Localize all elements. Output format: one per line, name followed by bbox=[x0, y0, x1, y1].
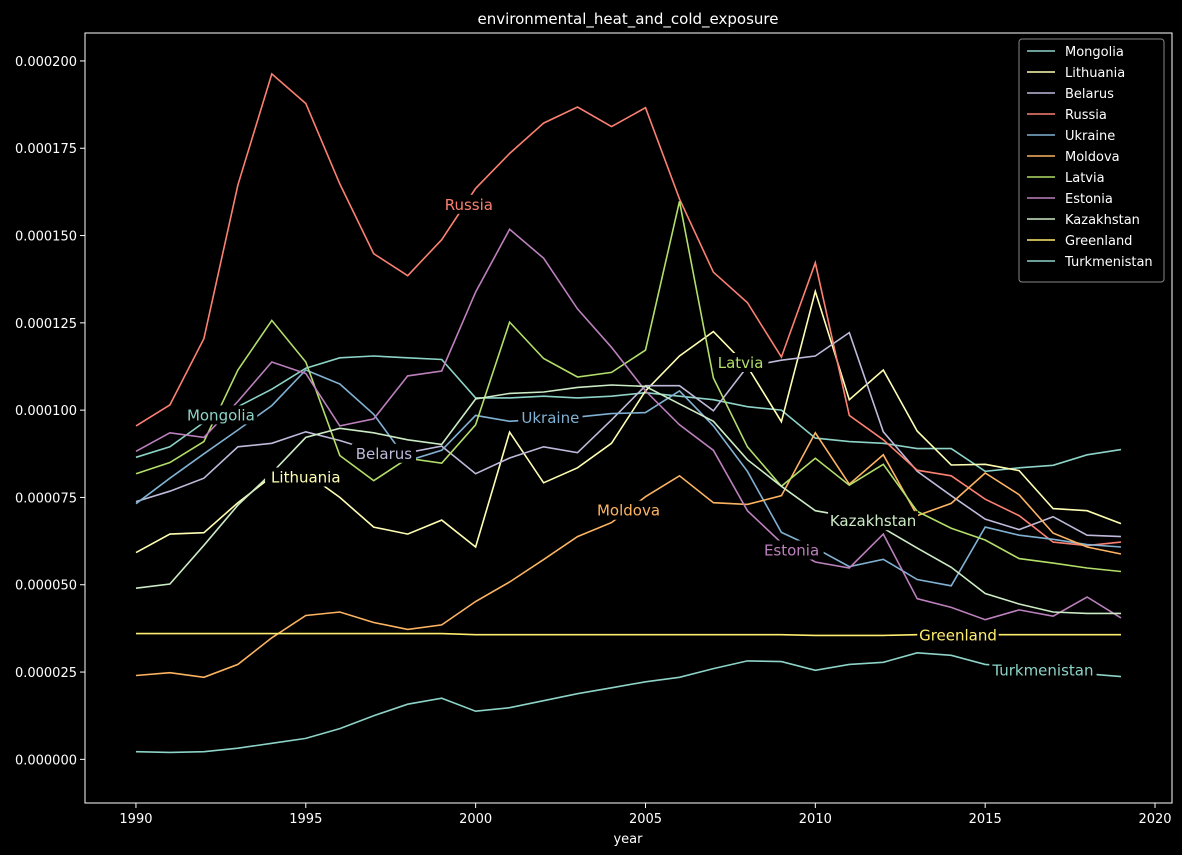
inline-label-bg-latvia bbox=[712, 353, 769, 372]
inline-label-bg-moldova bbox=[596, 500, 661, 520]
inline-label-lithuania: Lithuania bbox=[271, 469, 340, 487]
plot-frame bbox=[84, 32, 1173, 804]
legend-entry-greenland: Greenland bbox=[1065, 234, 1132, 249]
x-axis-title: year bbox=[613, 832, 643, 847]
y-tick-label: 0.000125 bbox=[15, 317, 77, 332]
y-tick-label: 0.000200 bbox=[15, 55, 77, 70]
legend-entry-ukraine: Ukraine bbox=[1065, 129, 1115, 144]
legend-entry-estonia: Estonia bbox=[1065, 192, 1113, 207]
legend: Mongolia Lithuania Belarus Russia Ukraine Mol… bbox=[1018, 38, 1165, 283]
x-tick-label: 1995 bbox=[289, 812, 322, 827]
x-tick-label: 2005 bbox=[629, 812, 662, 827]
x-tick-label: 1990 bbox=[119, 812, 152, 827]
y-tick-label: 0.000175 bbox=[15, 142, 77, 157]
inline-label-bg-ukraine bbox=[518, 408, 583, 428]
legend-box bbox=[1018, 38, 1165, 283]
x-tick-label: 2010 bbox=[799, 812, 832, 827]
legend-entry-moldova: Moldova bbox=[1065, 150, 1120, 165]
inline-label-latvia: Latvia bbox=[718, 354, 764, 372]
inline-labels: Mongolia Lithuania Belarus Russia Ukraine Mol… bbox=[184, 194, 1097, 680]
inline-label-bg-lithuania bbox=[265, 467, 347, 487]
legend-entry-russia: Russia bbox=[1065, 108, 1107, 123]
legend-entry-latvia: Latvia bbox=[1065, 171, 1105, 186]
chart-title: environmental_heat_and_cold_exposure bbox=[478, 10, 779, 29]
y-tick-label: 0.000150 bbox=[15, 230, 77, 245]
series-line-turkmenistan bbox=[135, 651, 1122, 754]
series-line-ukraine bbox=[135, 369, 1122, 587]
y-axis: 0.000000 0.000025 0.000050 0.000075 0.000100… bbox=[15, 55, 85, 768]
x-tick-label: 2000 bbox=[459, 812, 492, 827]
inline-label-bg-russia bbox=[441, 194, 497, 214]
y-tick-label: 0.000025 bbox=[15, 666, 77, 681]
inline-label-moldova: Moldova bbox=[597, 502, 660, 520]
legend-entry-turkmenistan: Turkmenistan bbox=[1064, 255, 1153, 270]
inline-label-mongolia: Mongolia bbox=[187, 406, 255, 424]
series-line-kazakhstan bbox=[135, 384, 1121, 615]
x-tick-label: 2020 bbox=[1138, 812, 1171, 827]
inline-label-bg-turkmenistan bbox=[989, 660, 1097, 680]
series-line-belarus bbox=[135, 331, 1122, 538]
series-line-latvia bbox=[135, 201, 1122, 573]
inline-label-greenland: Greenland bbox=[919, 626, 997, 644]
inline-label-ukraine: Ukraine bbox=[521, 409, 579, 427]
inline-label-kazakhstan: Kazakhstan bbox=[830, 512, 916, 530]
series-line-russia bbox=[135, 72, 1122, 547]
inline-label-belarus: Belarus bbox=[356, 445, 413, 463]
x-tick-label: 2015 bbox=[969, 812, 1002, 827]
legend-entry-kazakhstan: Kazakhstan bbox=[1065, 213, 1140, 228]
inline-label-bg-mongolia bbox=[184, 405, 258, 425]
y-tick-label: 0.000075 bbox=[15, 491, 77, 506]
legend-entry-mongolia: Mongolia bbox=[1065, 45, 1124, 60]
y-tick-label: 0.000100 bbox=[15, 404, 77, 419]
inline-label-bg-belarus bbox=[351, 443, 417, 463]
series-line-estonia bbox=[135, 228, 1122, 621]
inline-label-estonia: Estonia bbox=[764, 542, 819, 560]
inline-label-bg-kazakhstan bbox=[828, 511, 919, 531]
legend-entry-belarus: Belarus bbox=[1065, 87, 1114, 102]
y-tick-label: 0.000000 bbox=[15, 753, 77, 768]
y-tick-label: 0.000050 bbox=[15, 579, 77, 594]
inline-label-russia: Russia bbox=[445, 196, 493, 214]
legend-entry-lithuania: Lithuania bbox=[1065, 66, 1125, 81]
inline-label-bg-greenland bbox=[917, 625, 999, 645]
inline-label-bg-estonia bbox=[759, 540, 824, 560]
inline-label-turkmenistan: Turkmenistan bbox=[991, 661, 1093, 679]
x-axis: 1990 1995 2000 2005 2010 2015 2020 bbox=[119, 803, 1172, 827]
